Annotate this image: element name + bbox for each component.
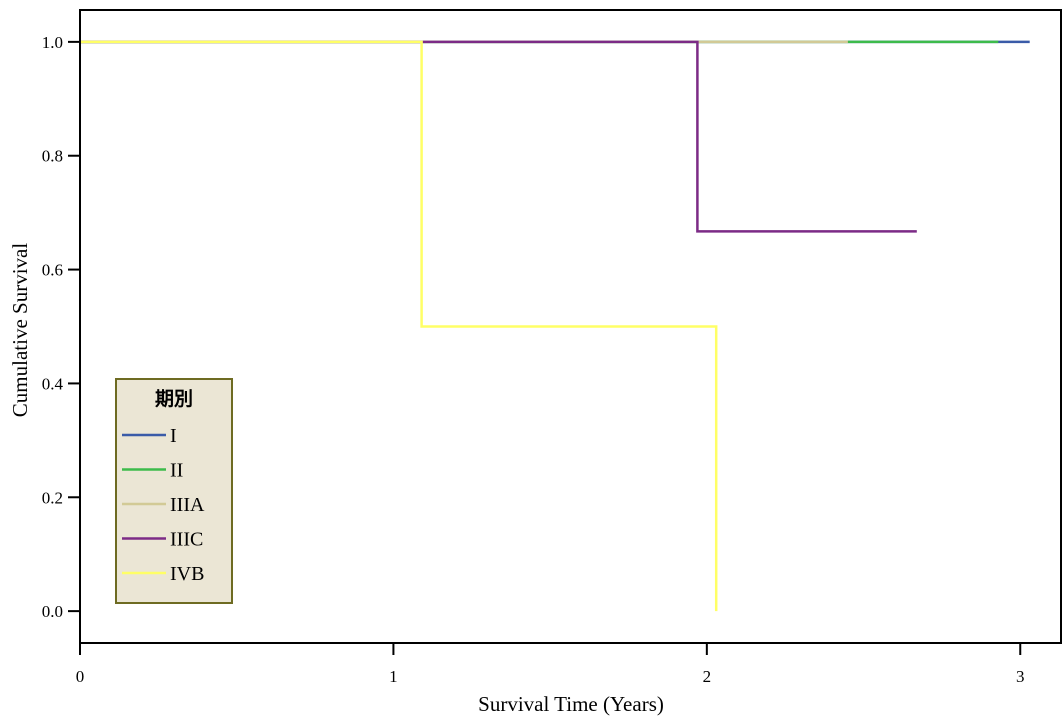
legend-entry: II <box>122 460 183 482</box>
x-tick-label: 1 <box>389 667 398 686</box>
x-axis-ticks: 0 1 2 3 <box>76 643 1025 686</box>
x-tick-label: 0 <box>76 667 85 686</box>
y-axis-label: Cumulative Survival <box>8 243 32 418</box>
y-tick-label: 0.4 <box>42 374 64 393</box>
legend-label: I <box>170 425 177 447</box>
series-line-IVB <box>80 40 718 612</box>
legend-label: II <box>170 460 183 482</box>
y-tick-label: 0.8 <box>42 147 63 166</box>
legend-entry: IIIC <box>122 529 203 551</box>
y-tick-label: 0.0 <box>42 602 63 621</box>
y-tick-label: 0.2 <box>42 488 63 507</box>
legend-entry: IVB <box>122 563 204 585</box>
legend-box <box>115 378 233 604</box>
x-tick-label: 2 <box>703 667 712 686</box>
legend-label: IIIA <box>170 494 205 516</box>
legend-title: 期別 <box>155 388 193 410</box>
legend-label: IVB <box>170 563 204 585</box>
plot-frame <box>79 9 1062 644</box>
legend-entry: IIIA <box>122 494 205 516</box>
legend-entry: I <box>122 425 177 447</box>
legend-label: IIIC <box>170 529 203 551</box>
x-axis-label: Survival Time (Years) <box>478 692 664 716</box>
survival-curves <box>80 40 1030 612</box>
y-tick-label: 0.6 <box>42 261 63 280</box>
y-tick-label: 1.0 <box>42 33 63 52</box>
x-tick-label: 3 <box>1016 667 1025 686</box>
y-axis-ticks: 1.0 0.8 0.6 0.4 0.2 0.0 <box>42 33 80 621</box>
